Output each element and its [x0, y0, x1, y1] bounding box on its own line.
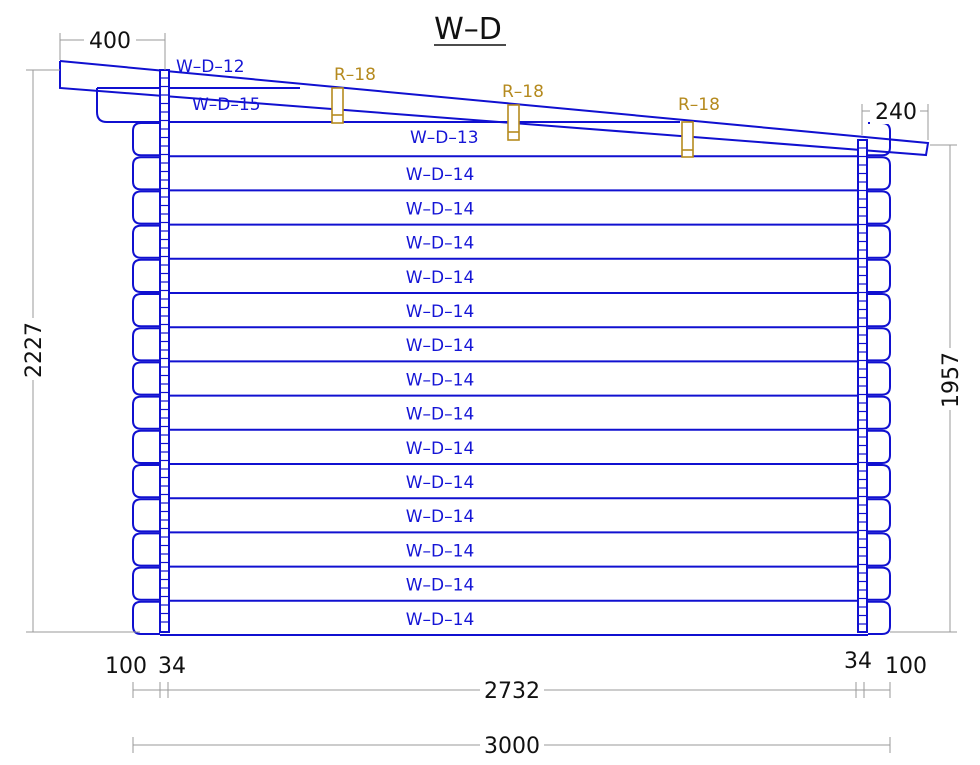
log-end-left: [132, 156, 160, 191]
dim-overhang-left: 400: [89, 29, 131, 54]
dim-mask-total-height: [20, 318, 46, 380]
purlin-2-label: R–18: [502, 82, 544, 102]
roof-gable-board: [59, 60, 930, 157]
purlin-1-label: R–18: [334, 65, 376, 85]
log-label: W–D–14: [406, 165, 475, 185]
log-stack: W–D–14 W–D–14 W–D–14 W–D–14 W–D–14 W–D–14 W–D–…: [132, 122, 891, 636]
log-end-right: [868, 566, 891, 601]
purlins: R–18 R–18 R–18: [331, 65, 720, 158]
log-end-right: [868, 532, 891, 567]
log-end-right: [868, 498, 891, 533]
log-label: W–D–14: [406, 439, 475, 459]
log-end-right: [868, 395, 891, 430]
purlin-2: [507, 104, 520, 141]
dim-total-height: 2227: [22, 322, 47, 378]
dim-mask-total-width: [480, 732, 544, 758]
log-end-left: [132, 224, 160, 259]
log-end-left: [132, 327, 160, 362]
log-label: W–D–14: [406, 268, 475, 288]
log-end-left: [132, 600, 160, 635]
log-end-right: [868, 258, 891, 293]
log-end-right: [868, 361, 891, 396]
dim-end-left: 100: [105, 654, 147, 679]
log-end-right: [868, 327, 891, 362]
log-label: W–D–14: [406, 302, 475, 322]
log-label: W–D–14: [406, 541, 475, 561]
log-label: W–D–14: [406, 234, 475, 254]
dim-mask-overhang-left: [84, 26, 136, 52]
log-end-right: [868, 224, 891, 259]
dim-inner-width: 2732: [484, 679, 540, 704]
log-end-left: [132, 293, 160, 328]
log-end-right: [868, 293, 891, 328]
log-end-left: [132, 566, 160, 601]
upper-gable-board: [96, 88, 160, 123]
log-end-right: [868, 156, 891, 191]
log-end-right: [868, 464, 891, 499]
log-label: W–D–14: [406, 199, 475, 219]
log-label: W–D–14: [406, 370, 475, 390]
purlin-3-label: R–18: [678, 95, 720, 115]
log-end-left: [132, 361, 160, 396]
log-end-left: [132, 190, 160, 225]
log-end-left: [132, 395, 160, 430]
dimension-lines: 400 240 2227 1957 2732 100 34 34 100: [20, 26, 964, 759]
log-label: W–D–14: [406, 473, 475, 493]
log-end-left: [132, 429, 160, 464]
corner-posts: [159, 69, 868, 633]
log-end-right: [868, 600, 891, 635]
label-upper-gable: W–D–15: [192, 95, 261, 115]
dim-overhang-right: 240: [875, 100, 917, 125]
dim-mask-inner-width: [480, 677, 544, 703]
dim-post-right: 34: [844, 649, 872, 674]
purlin-1: [331, 87, 344, 124]
log-end-left: [132, 532, 160, 567]
log-label: W–D–14: [406, 610, 475, 630]
log-end-left: [132, 258, 160, 293]
drawing-title: W–D: [434, 12, 502, 47]
log-label: W–D–14: [406, 576, 475, 596]
log-label: W–D–14: [406, 507, 475, 527]
dim-mask-overhang-right: [870, 98, 920, 124]
dim-total-width: 3000: [484, 734, 540, 759]
purlin-3: [681, 121, 694, 158]
label-top-gable: W–D–12: [176, 57, 245, 77]
dim-mask-wall-height: [936, 348, 962, 410]
log-end-right: [868, 190, 891, 225]
dim-wall-height: 1957: [939, 352, 964, 408]
log-end-left: [132, 122, 160, 157]
log-end-left: [132, 464, 160, 499]
log-end-left: [132, 498, 160, 533]
dim-post-left: 34: [158, 654, 186, 679]
label-top-log: W–D–13: [410, 128, 479, 148]
log-label: W–D–14: [406, 336, 475, 356]
log-label: W–D–14: [406, 405, 475, 425]
dim-end-right: 100: [885, 654, 927, 679]
log-end-right: [868, 429, 891, 464]
